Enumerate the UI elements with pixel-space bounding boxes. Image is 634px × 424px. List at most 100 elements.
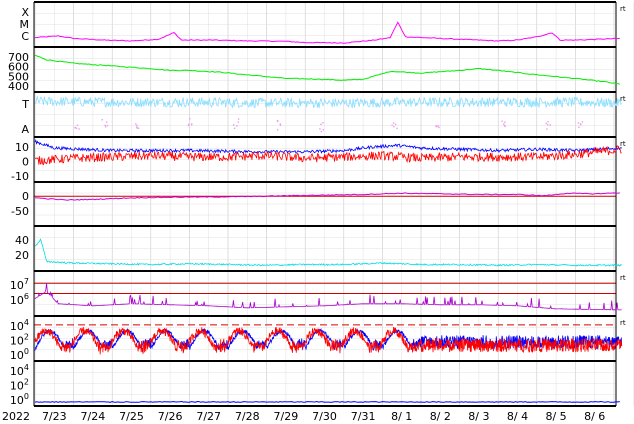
sector-dot [319, 128, 321, 130]
sector-dot [504, 121, 506, 123]
imf_bt_bz-ylabel-2: -10 [11, 170, 29, 183]
x-tick-label: 7/23 [42, 410, 67, 423]
sector-dot [503, 123, 505, 125]
density_index-ylabel-1: -50 [11, 205, 29, 218]
sector-dot [233, 127, 236, 130]
sector-dot [106, 124, 109, 127]
xray_class-ylabel-1: M [20, 18, 30, 31]
sector-dot [276, 129, 279, 131]
imf_bt_bz-right-label: rt [620, 140, 626, 148]
imf_bt_bz-series-0 [34, 139, 622, 155]
sector-dot [546, 128, 548, 130]
x-tick-label: 8/ 1 [391, 410, 412, 423]
proton_flux-ylabel-0: 104 [10, 318, 29, 333]
pressure-ylabel-0: 40 [15, 234, 29, 247]
sector-dot [578, 126, 580, 128]
sector-dot [105, 121, 108, 123]
solar_wind_speed-ylabel-0: 700 [8, 51, 29, 64]
sector-dot [581, 121, 584, 123]
electron_flux-ylabel-1: 106 [10, 292, 29, 307]
x-tick-label: 7/29 [274, 410, 299, 423]
x-tick-label: 8/ 5 [545, 410, 566, 423]
panel-density_index: 0-50 [11, 181, 617, 226]
sector-dot [237, 121, 240, 123]
sector-dot [504, 125, 506, 128]
imf_sector-ylabel-0: T [21, 98, 29, 111]
sector-dot [436, 125, 438, 128]
sector-dot [189, 118, 191, 120]
panel-imf_bt_bz: 10 0-10 rt [11, 136, 626, 183]
sector-dot [279, 123, 281, 125]
x-tick-label: 8/ 3 [468, 410, 489, 423]
x-tick-label: 7/27 [196, 410, 221, 423]
pressure-series-0 [34, 238, 622, 267]
sector-dot [396, 127, 398, 130]
sector-dot [501, 120, 503, 122]
x-tick-label: 8/ 4 [507, 410, 528, 423]
sector-dot [78, 128, 80, 130]
imf_sector-right-label: rt [620, 95, 626, 103]
sector-dot [322, 122, 324, 124]
proton_flux-ylabel-1: 102 [10, 333, 29, 348]
x-tick-label: 7/24 [81, 410, 106, 423]
sector-dot [320, 123, 322, 126]
sector-dot [579, 123, 582, 126]
sector-dot [237, 118, 240, 120]
density_index-ylabel-0: 0 [22, 190, 29, 203]
neutron-ylabel-1: 102 [10, 378, 29, 393]
electron_flux-ylabel-0: 107 [10, 277, 29, 292]
sector-dot [101, 119, 103, 121]
density_index-series-0 [34, 192, 620, 201]
solar_wind_speed-ylabel-1: 600 [8, 61, 29, 74]
solar_wind_speed-ylabel-3: 400 [8, 80, 29, 93]
x-tick-label: 7/30 [312, 410, 337, 423]
sector-dot [277, 120, 279, 123]
sector-dot [279, 124, 282, 126]
sector-dot [136, 127, 138, 129]
x-tick-label: 8/ 6 [584, 410, 605, 423]
neutron-ylabel-0: 104 [10, 363, 29, 378]
sector-dot [104, 126, 107, 128]
sector-dot [135, 123, 137, 125]
proton_flux-ylabel-2: 100 [10, 347, 29, 362]
sector-dot [547, 123, 549, 126]
sector-dot [435, 125, 437, 127]
imf_bt_bz-ylabel-0: 10 [15, 141, 29, 154]
x-tick-label: 7/25 [119, 410, 144, 423]
sector-dot [438, 126, 440, 129]
sector-dot [320, 130, 323, 133]
proton_flux-right-label: rt [620, 319, 626, 327]
xray_class-series-0 [34, 21, 620, 44]
electron_flux-series-0 [34, 283, 622, 311]
imf_bt_bz-series-1 [35, 145, 622, 166]
sector-dot [232, 124, 235, 126]
sector-dot [394, 123, 397, 126]
electron_flux-right-label: rt [620, 274, 626, 282]
sector-dot [503, 124, 506, 127]
sector-dot [577, 122, 580, 124]
neutron-series-0 [34, 400, 620, 403]
sector-dot [393, 125, 395, 128]
sector-dot [391, 124, 393, 126]
sector-dot [392, 122, 395, 124]
x-tick-label: 7/28 [235, 410, 260, 423]
sector-dot [236, 125, 238, 127]
x-year-label: 2022 [2, 410, 30, 423]
xray_class-right-label: rt [620, 5, 626, 13]
sector-dot [76, 124, 79, 126]
pressure-ylabel-1: 20 [15, 249, 29, 262]
sector-dot [75, 127, 78, 129]
sector-dot [136, 126, 138, 128]
imf_sector-ylabel-1: A [21, 123, 29, 136]
sector-dot [74, 126, 77, 129]
sector-dot [322, 129, 324, 131]
imf_sector-series-1 [74, 118, 584, 133]
sector-dot [104, 124, 106, 127]
sector-dot [547, 121, 549, 123]
x-tick-label: 7/26 [158, 410, 183, 423]
